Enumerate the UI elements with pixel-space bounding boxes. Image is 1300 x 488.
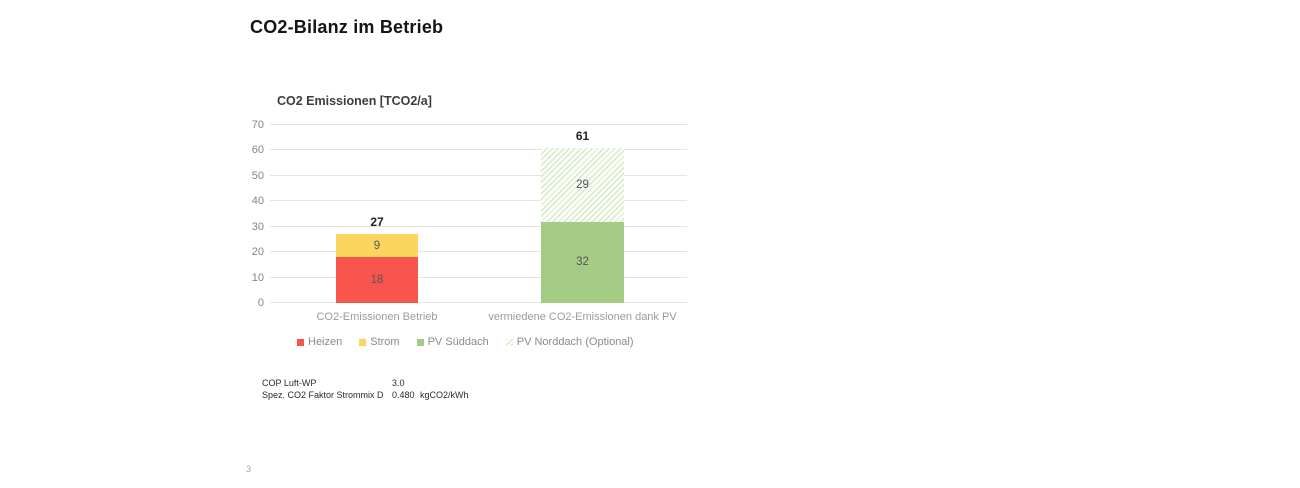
y-axis-tick-0: 0 xyxy=(257,297,264,309)
bar-segment-strom: 9 xyxy=(336,234,418,258)
legend-label: PV Norddach (Optional) xyxy=(516,336,634,348)
y-axis-tick-40: 40 xyxy=(251,195,264,208)
assumption-row: COP Luft-WP 3.0 xyxy=(262,378,469,390)
legend-item-strom: Strom xyxy=(359,336,400,348)
assumption-row: Spez. CO2 Faktor Strommix D 0.480 kgCO2/kW… xyxy=(262,390,469,402)
gridline-50 xyxy=(270,174,687,176)
x-axis-category-label: vermiedene CO2-Emissionen dank PV xyxy=(488,311,677,323)
legend-item-pv-norddach-optional-: PV Norddach (Optional) xyxy=(505,336,634,348)
page-number: 3 xyxy=(246,464,252,474)
legend-item-pv-s-ddach: PV Süddach xyxy=(416,336,489,348)
segment-value-label: 32 xyxy=(576,256,589,269)
gridline-10 xyxy=(270,276,687,278)
legend-swatch-icon xyxy=(416,338,424,346)
gridline-30 xyxy=(270,225,687,227)
y-axis-tick-50: 50 xyxy=(251,169,264,182)
legend-label: Heizen xyxy=(308,336,343,348)
co2-bar-chart-plot-area: 0 10 20 30 40 50 60 70 18 9 27 CO2-Emissionen Betri… xyxy=(252,119,687,323)
chart-legend: Heizen Strom PV Süddach PV Norddach (Option… xyxy=(297,336,634,348)
assumptions-table: COP Luft-WP 3.0 Spez. CO2 Faktor Strommix … xyxy=(262,378,469,401)
bar-segment-pv-s-ddach: 32 xyxy=(541,221,624,303)
segment-value-label: 29 xyxy=(576,178,589,191)
bar-total-label: 61 xyxy=(575,128,590,143)
chart-title: CO2 Emissionen [TCO2/a] xyxy=(277,94,432,108)
bar-total-label: 27 xyxy=(370,215,384,230)
legend-item-heizen: Heizen xyxy=(297,336,342,348)
assumption-value: 3.0 xyxy=(392,378,405,388)
y-axis-tick-10: 10 xyxy=(251,271,264,284)
assumption-label: Spez. CO2 Faktor Strommix D xyxy=(262,389,384,400)
legend-label: PV Süddach xyxy=(427,336,489,348)
bar-segment-pv-norddach-optional-: 29 xyxy=(541,147,624,222)
gridline-0 xyxy=(270,302,687,303)
page-title: CO2-Bilanz im Betrieb xyxy=(250,17,444,37)
y-axis-tick-60: 60 xyxy=(251,144,264,157)
gridline-40 xyxy=(270,200,687,202)
legend-label: Strom xyxy=(370,336,400,348)
gridline-60 xyxy=(270,149,687,151)
legend-swatch-icon xyxy=(505,338,513,346)
gridline-20 xyxy=(270,251,687,253)
assumption-unit: kgCO2/kWh xyxy=(420,389,469,400)
y-axis-tick-20: 20 xyxy=(251,246,264,259)
segment-value-label: 18 xyxy=(370,274,384,287)
legend-swatch-icon xyxy=(359,338,367,346)
legend-swatch-icon xyxy=(297,338,304,346)
bar-segment-heizen: 18 xyxy=(336,257,418,303)
x-axis-category-label: CO2-Emissionen Betrieb xyxy=(316,311,438,323)
gridline-70 xyxy=(270,124,687,125)
segment-value-label: 9 xyxy=(373,239,381,252)
assumption-label: COP Luft-WP xyxy=(262,378,317,388)
y-axis-tick-70: 70 xyxy=(251,119,264,131)
assumption-value: 0.480 xyxy=(392,389,415,400)
y-axis-tick-30: 30 xyxy=(251,220,264,233)
